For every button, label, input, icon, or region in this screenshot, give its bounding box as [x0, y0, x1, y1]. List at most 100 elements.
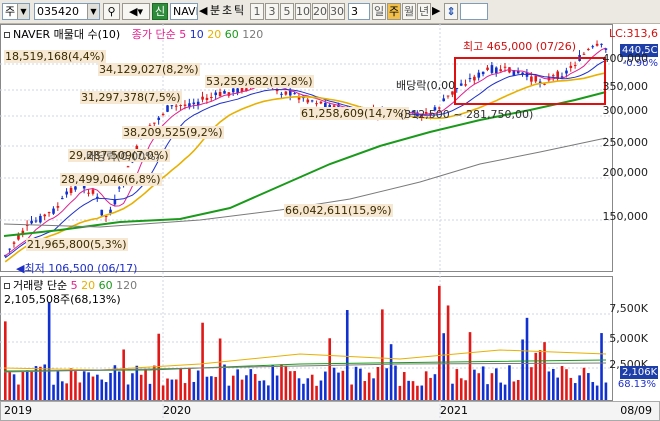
candle-body	[34, 220, 38, 222]
volume-bar	[87, 372, 90, 400]
volume-bar	[231, 375, 235, 400]
candle-body	[82, 184, 86, 189]
volume-bar	[595, 385, 599, 400]
price-legend: NAVER 매물대 수(10) 종가 단순 5 10 20 60 120	[4, 29, 263, 41]
prev-arrow-icon[interactable]: ◀	[199, 4, 208, 17]
candle-body	[109, 209, 112, 213]
period-5[interactable]: 5	[280, 3, 294, 20]
volume-bar	[402, 372, 406, 400]
low-note: ◀최저 106,500 (06/17)	[16, 262, 137, 275]
price-panel-frame	[0, 24, 613, 272]
last-volume-badge: 2,106K	[620, 366, 658, 379]
period-day[interactable]: 일	[372, 3, 386, 20]
candle-body	[87, 192, 90, 194]
candle-body	[39, 215, 42, 223]
candle-body	[245, 88, 248, 91]
volume-bar	[174, 379, 178, 400]
candle-body	[429, 113, 432, 115]
unit-tick[interactable]: 틱	[234, 4, 245, 17]
candle-body	[30, 220, 33, 224]
volume-bar	[578, 375, 581, 400]
updown-icon[interactable]: ⇕	[444, 3, 458, 20]
stock-name-field[interactable]: NAVE	[170, 3, 198, 20]
candle-body	[21, 230, 25, 235]
search-icon[interactable]: ⚲	[103, 3, 120, 20]
volume-bar	[543, 342, 546, 400]
period-10[interactable]: 10	[295, 3, 311, 20]
volume-bar	[420, 385, 424, 400]
period-30[interactable]: 30	[329, 3, 345, 20]
volume-profile-label: 29,287,509(7,0%)	[68, 149, 170, 162]
period-month[interactable]: 월	[402, 3, 416, 20]
volume-bar	[516, 379, 520, 400]
candle-body	[442, 98, 446, 102]
unit-second[interactable]: 초	[222, 4, 233, 17]
period-20[interactable]: 20	[312, 3, 328, 20]
speaker-icon[interactable]: ◀▾	[122, 3, 150, 20]
count-combo[interactable]: 3	[348, 3, 370, 20]
volume-bar	[8, 372, 11, 400]
market-select[interactable]: 주 ▼	[2, 3, 30, 20]
candle-body	[117, 187, 121, 189]
highlight-box	[454, 57, 606, 105]
volume-bar	[442, 333, 446, 400]
period-year[interactable]: 년	[417, 3, 431, 20]
volume-bar	[503, 384, 507, 400]
ma20-line	[4, 72, 606, 263]
y-tick: 300,000	[602, 104, 649, 117]
candle-body	[446, 95, 450, 97]
volume-bar	[350, 384, 353, 400]
candle-body	[157, 117, 161, 120]
candle-body	[65, 191, 68, 195]
period-1[interactable]: 1	[250, 3, 264, 20]
volume-bar	[354, 366, 358, 400]
candle-body	[473, 76, 476, 81]
period-3[interactable]: 3	[265, 3, 279, 20]
period-week[interactable]: 주	[387, 3, 401, 20]
candle-body	[288, 90, 292, 96]
volume-bar	[4, 321, 7, 400]
volume-bar	[253, 374, 257, 400]
candle-body	[530, 76, 533, 82]
volume-bar	[30, 371, 33, 400]
candle-body	[459, 83, 463, 86]
next-arrow-icon[interactable]: ▶	[432, 4, 441, 17]
volume-bar	[104, 382, 108, 400]
volume-bar	[91, 376, 95, 400]
volume-bar	[481, 366, 485, 400]
volume-bar	[284, 365, 288, 400]
volume-bar	[495, 368, 498, 400]
volume-bar	[267, 385, 270, 400]
volume-bar	[236, 369, 239, 400]
y-tick: 250,000	[602, 136, 649, 149]
volume-bar	[468, 332, 472, 400]
candle-body	[227, 92, 231, 96]
candle-body	[113, 199, 117, 205]
code-input[interactable]: 035420 ▼	[34, 3, 100, 20]
volume-bar	[486, 384, 489, 400]
volume-profile-label: 28,499,046(6,8%)	[60, 173, 162, 186]
candle-body	[534, 75, 538, 82]
candle-body	[284, 91, 288, 95]
volume-bar	[591, 382, 595, 400]
candle-body	[468, 78, 472, 80]
candle-body	[420, 115, 424, 118]
candle-body	[183, 104, 187, 106]
volume-profile-label: 18,519,168(4,4%)	[4, 50, 106, 63]
volume-bar	[477, 373, 481, 400]
candle-body	[174, 105, 178, 107]
volume-bar	[372, 378, 375, 400]
volume-bar	[306, 378, 310, 400]
unit-minute[interactable]: 분	[210, 4, 221, 17]
volume-bar	[96, 374, 99, 400]
candle-body	[552, 75, 555, 77]
volume-bar	[56, 371, 60, 400]
volume-bar	[52, 384, 55, 400]
volume-bar	[587, 373, 590, 400]
extra-input[interactable]	[460, 3, 488, 20]
candle-body	[573, 65, 577, 67]
new-badge[interactable]: 신	[152, 3, 168, 20]
vol-y-tick: 7,500K	[609, 302, 648, 315]
volume-bar	[183, 383, 187, 400]
volume-bar	[538, 350, 542, 400]
